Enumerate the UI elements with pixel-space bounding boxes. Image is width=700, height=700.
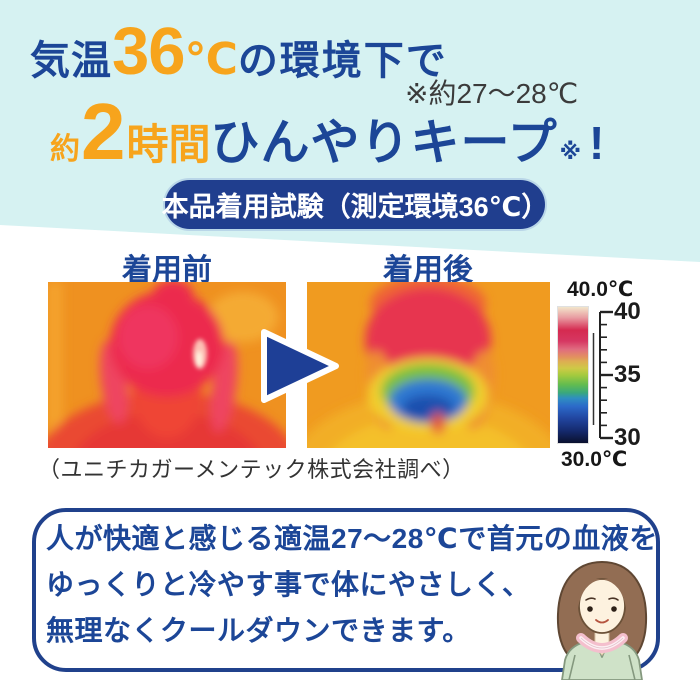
info-text-line3: 無理なくクールダウンできます。 bbox=[46, 615, 471, 646]
woman-illustration bbox=[546, 556, 658, 681]
info-box bbox=[32, 508, 660, 672]
info-text-line1: 人が快適と感じる適温27～28℃で首元の血液を bbox=[46, 523, 658, 554]
headline-temp-value: 36 bbox=[112, 14, 186, 89]
arrow-right-icon bbox=[258, 326, 342, 406]
headline-ref-mark: ※ bbox=[559, 139, 581, 164]
temp-scale-gradient-bar bbox=[557, 306, 589, 444]
scale-min-label: 30.0℃ bbox=[561, 448, 628, 471]
test-condition-badge: 本品着用試験（測定環境36℃） bbox=[162, 180, 548, 229]
headline-exclamation: ! bbox=[588, 117, 605, 169]
headline-hours-value: 2 bbox=[81, 87, 126, 176]
info-text: 人が快適と感じる適温27～28℃で首元の血液を ゆっくりと冷やす事で体にやさしく… bbox=[46, 516, 658, 654]
headline-line2: 約 2 時間 ひんやりキープ ※ ! bbox=[50, 92, 604, 174]
scale-tick-40: 40 bbox=[614, 298, 641, 325]
headline-line1: 気温 36 ℃ の環境下で bbox=[30, 18, 448, 86]
source-caption: （ユニチカガーメンテック株式会社調べ） bbox=[38, 457, 465, 482]
scale-tick-30: 30 bbox=[614, 424, 641, 451]
headline-suffix: の環境下で bbox=[237, 39, 448, 83]
test-condition-badge-label: 本品着用試験（測定環境36℃） bbox=[161, 192, 549, 222]
scale-tick-35: 35 bbox=[614, 361, 641, 388]
thermal-image-before bbox=[48, 282, 286, 448]
headline-keep-text: ひんやりキープ bbox=[210, 116, 558, 170]
info-text-line2: ゆっくりと冷やす事で体にやさしく、 bbox=[46, 569, 531, 600]
footnote-temp-range: ※約27～28℃ bbox=[405, 78, 579, 109]
headline-approx: 約 bbox=[50, 133, 80, 166]
headline-temp-unit: ℃ bbox=[184, 35, 238, 84]
headline-prefix: 気温 bbox=[30, 39, 112, 83]
scale-max-label: 40.0℃ bbox=[567, 278, 634, 301]
thermal-image-after bbox=[307, 282, 550, 448]
temp-scale-axis bbox=[592, 298, 622, 450]
headline-hours-unit: 時間 bbox=[126, 121, 211, 168]
